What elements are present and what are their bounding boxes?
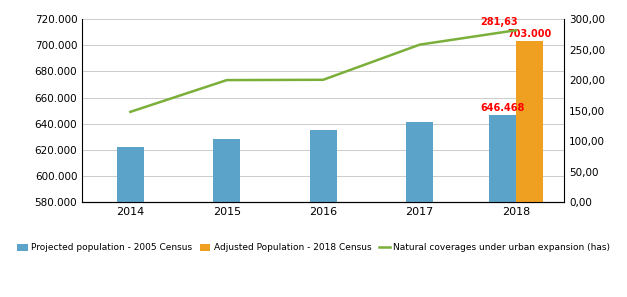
Bar xyxy=(117,147,144,297)
Line: Natural coverages under urban expansion (has): Natural coverages under urban expansion … xyxy=(130,30,516,112)
Natural coverages under urban expansion (has) xyxy=(319,78,327,82)
Bar xyxy=(213,139,240,297)
Text: 281,63: 281,63 xyxy=(480,17,517,27)
Bar xyxy=(406,122,433,297)
Bar xyxy=(516,41,543,297)
Bar xyxy=(489,115,516,297)
Natural coverages under urban expansion (has) xyxy=(416,43,423,46)
Natural coverages under urban expansion (has) xyxy=(127,110,134,114)
Text: 703.000: 703.000 xyxy=(507,29,552,39)
Natural coverages under urban expansion (has) xyxy=(223,78,231,82)
Legend: Projected population - 2005 Census, Adjusted Population - 2018 Census, Natural c: Projected population - 2005 Census, Adju… xyxy=(13,240,614,256)
Bar xyxy=(310,130,337,297)
Text: 646.468: 646.468 xyxy=(480,103,525,113)
Natural coverages under urban expansion (has) xyxy=(512,29,520,32)
